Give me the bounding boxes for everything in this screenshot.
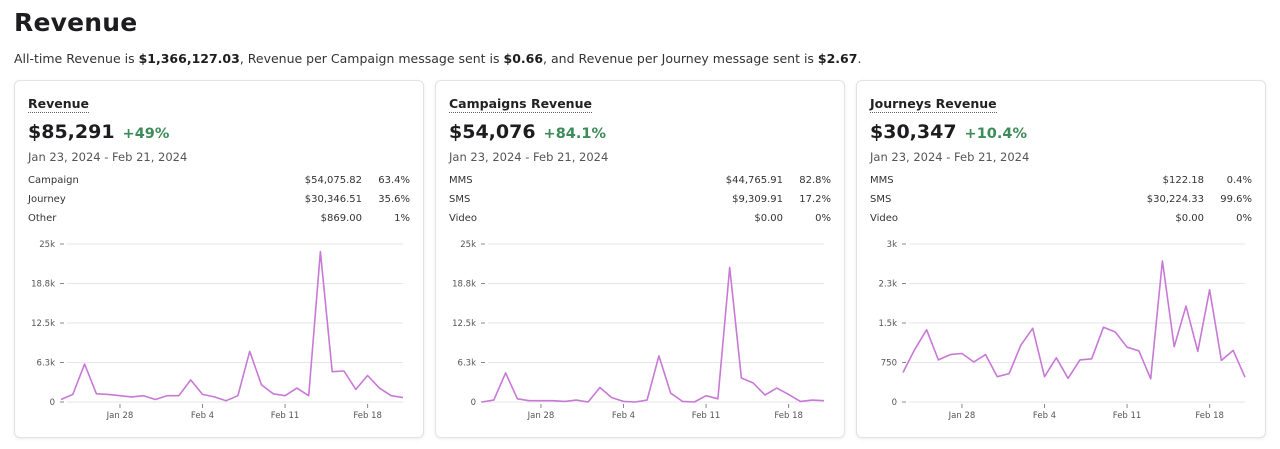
x-tick-label: Feb 18 bbox=[774, 411, 803, 421]
breakdown-row: Journey $30,346.51 35.6% bbox=[28, 194, 410, 210]
breakdown-value: $122.18 bbox=[1162, 175, 1204, 186]
card-delta: +84.1% bbox=[543, 126, 607, 142]
breakdown-percent: 0% bbox=[1236, 213, 1252, 224]
x-tick-label: Feb 18 bbox=[353, 411, 382, 421]
breakdown-label: MMS bbox=[449, 175, 473, 186]
card-date-range: Jan 23, 2024 - Feb 21, 2024 bbox=[870, 150, 1030, 164]
breakdown-row: Other $869.00 1% bbox=[28, 213, 410, 229]
y-tick-label: 1.5k bbox=[879, 319, 898, 329]
summary-mid-2: , and Revenue per Journey message sent i… bbox=[543, 51, 818, 66]
breakdown-percent: 0.4% bbox=[1226, 175, 1252, 186]
breakdown-percent: 35.6% bbox=[378, 194, 410, 205]
card-total: $85,291 +49% bbox=[28, 121, 169, 143]
x-tick-label: Feb 4 bbox=[1033, 411, 1056, 421]
y-tick-label: 6.3k bbox=[37, 359, 56, 369]
breakdown-percent: 1% bbox=[394, 213, 410, 224]
card-total: $30,347 +10.4% bbox=[870, 121, 1027, 143]
revenue-series-line bbox=[481, 266, 825, 403]
breakdown-value: $0.00 bbox=[754, 213, 783, 224]
breakdown-label: Other bbox=[28, 213, 57, 224]
card-title[interactable]: Revenue bbox=[28, 96, 90, 113]
x-tick-label: Jan 28 bbox=[948, 411, 976, 421]
card-title[interactable]: Campaigns Revenue bbox=[449, 96, 592, 113]
journeys-revenue-card: Journeys Revenue $30,347 +10.4% Jan 23, 2… bbox=[856, 80, 1266, 438]
revenue-summary: All-time Revenue is $1,366,127.03, Reven… bbox=[14, 51, 861, 66]
revenue-per-campaign-value: $0.66 bbox=[503, 51, 544, 66]
y-tick-label: 3k bbox=[887, 240, 897, 250]
breakdown-value: $9,309.91 bbox=[732, 194, 783, 205]
campaigns-revenue-line-chart[interactable]: 0 6.3k 12.5k 18.8k 25k Jan 28 Feb 4 Feb 11 Feb 1… bbox=[436, 231, 846, 431]
breakdown-value: $30,346.51 bbox=[304, 194, 362, 205]
revenue-line-chart[interactable]: 0 6.3k 12.5k 18.8k 25k Jan 28 Feb 4 Feb 11 Feb 1… bbox=[15, 231, 425, 431]
breakdown-label: Campaign bbox=[28, 175, 79, 186]
x-tick-label: Jan 28 bbox=[106, 411, 134, 421]
breakdown-value: $30,224.33 bbox=[1146, 194, 1204, 205]
breakdown-row: Video $0.00 0% bbox=[449, 213, 831, 229]
breakdown-row: MMS $44,765.91 82.8% bbox=[449, 175, 831, 191]
breakdown-row: Campaign $54,075.82 63.4% bbox=[28, 175, 410, 191]
y-tick-label: 12.5k bbox=[31, 319, 55, 329]
x-tick-label: Feb 11 bbox=[692, 411, 721, 421]
card-delta: +49% bbox=[122, 126, 170, 142]
x-tick-label: Feb 4 bbox=[191, 411, 214, 421]
breakdown-value: $44,765.91 bbox=[725, 175, 783, 186]
breakdown-percent: 99.6% bbox=[1220, 194, 1252, 205]
y-tick-label: 18.8k bbox=[31, 280, 55, 290]
breakdown-label: MMS bbox=[870, 175, 894, 186]
y-tick-label: 18.8k bbox=[452, 280, 476, 290]
revenue-per-journey-value: $2.67 bbox=[817, 51, 858, 66]
all-time-revenue-value: $1,366,127.03 bbox=[138, 51, 240, 66]
card-date-range: Jan 23, 2024 - Feb 21, 2024 bbox=[449, 150, 609, 164]
y-tick-label: 0 bbox=[471, 398, 476, 408]
campaigns-revenue-card: Campaigns Revenue $54,076 +84.1% Jan 23, … bbox=[435, 80, 845, 438]
card-total: $54,076 +84.1% bbox=[449, 121, 606, 143]
y-tick-label: 750 bbox=[881, 359, 897, 369]
card-date-range: Jan 23, 2024 - Feb 21, 2024 bbox=[28, 150, 188, 164]
x-tick-label: Feb 11 bbox=[271, 411, 300, 421]
y-tick-label: 12.5k bbox=[452, 319, 476, 329]
breakdown-label: Video bbox=[449, 213, 478, 224]
summary-prefix: All-time Revenue is bbox=[14, 51, 139, 66]
summary-mid-1: , Revenue per Campaign message sent is bbox=[239, 51, 504, 66]
card-total-value: $85,291 bbox=[28, 121, 115, 143]
breakdown-row: MMS $122.18 0.4% bbox=[870, 175, 1252, 191]
y-tick-label: 0 bbox=[50, 398, 55, 408]
breakdown-value: $869.00 bbox=[320, 213, 362, 224]
breakdown-label: Journey bbox=[28, 194, 66, 205]
breakdown-row: Video $0.00 0% bbox=[870, 213, 1252, 229]
x-tick-label: Feb 11 bbox=[1113, 411, 1142, 421]
revenue-series-line bbox=[902, 260, 1246, 380]
breakdown-value: $54,075.82 bbox=[304, 175, 362, 186]
breakdown-value: $0.00 bbox=[1175, 213, 1204, 224]
breakdown-row: SMS $30,224.33 99.6% bbox=[870, 194, 1252, 210]
breakdown-label: SMS bbox=[449, 194, 471, 205]
journeys-revenue-line-chart[interactable]: 0 750 1.5k 2.3k 3k Jan 28 Feb 4 Feb 11 Feb 18 bbox=[857, 231, 1267, 431]
summary-suffix: . bbox=[857, 51, 862, 66]
breakdown-percent: 0% bbox=[815, 213, 831, 224]
revenue-series-line bbox=[60, 250, 404, 402]
x-tick-label: Feb 18 bbox=[1195, 411, 1224, 421]
y-tick-label: 25k bbox=[460, 240, 476, 250]
y-tick-label: 6.3k bbox=[458, 359, 477, 369]
revenue-card: Revenue $85,291 +49% Jan 23, 2024 - Feb 2… bbox=[14, 80, 424, 438]
y-tick-label: 2.3k bbox=[879, 280, 898, 290]
breakdown-label: Video bbox=[870, 213, 899, 224]
x-tick-label: Feb 4 bbox=[612, 411, 635, 421]
card-total-value: $54,076 bbox=[449, 121, 536, 143]
breakdown-row: SMS $9,309.91 17.2% bbox=[449, 194, 831, 210]
card-total-value: $30,347 bbox=[870, 121, 957, 143]
x-tick-label: Jan 28 bbox=[527, 411, 555, 421]
breakdown-percent: 17.2% bbox=[799, 194, 831, 205]
breakdown-percent: 82.8% bbox=[799, 175, 831, 186]
breakdown-percent: 63.4% bbox=[378, 175, 410, 186]
y-tick-label: 0 bbox=[892, 398, 897, 408]
y-tick-label: 25k bbox=[39, 240, 55, 250]
breakdown-label: SMS bbox=[870, 194, 892, 205]
page-title: Revenue bbox=[14, 8, 138, 37]
card-title[interactable]: Journeys Revenue bbox=[870, 96, 997, 113]
card-delta: +10.4% bbox=[964, 126, 1028, 142]
